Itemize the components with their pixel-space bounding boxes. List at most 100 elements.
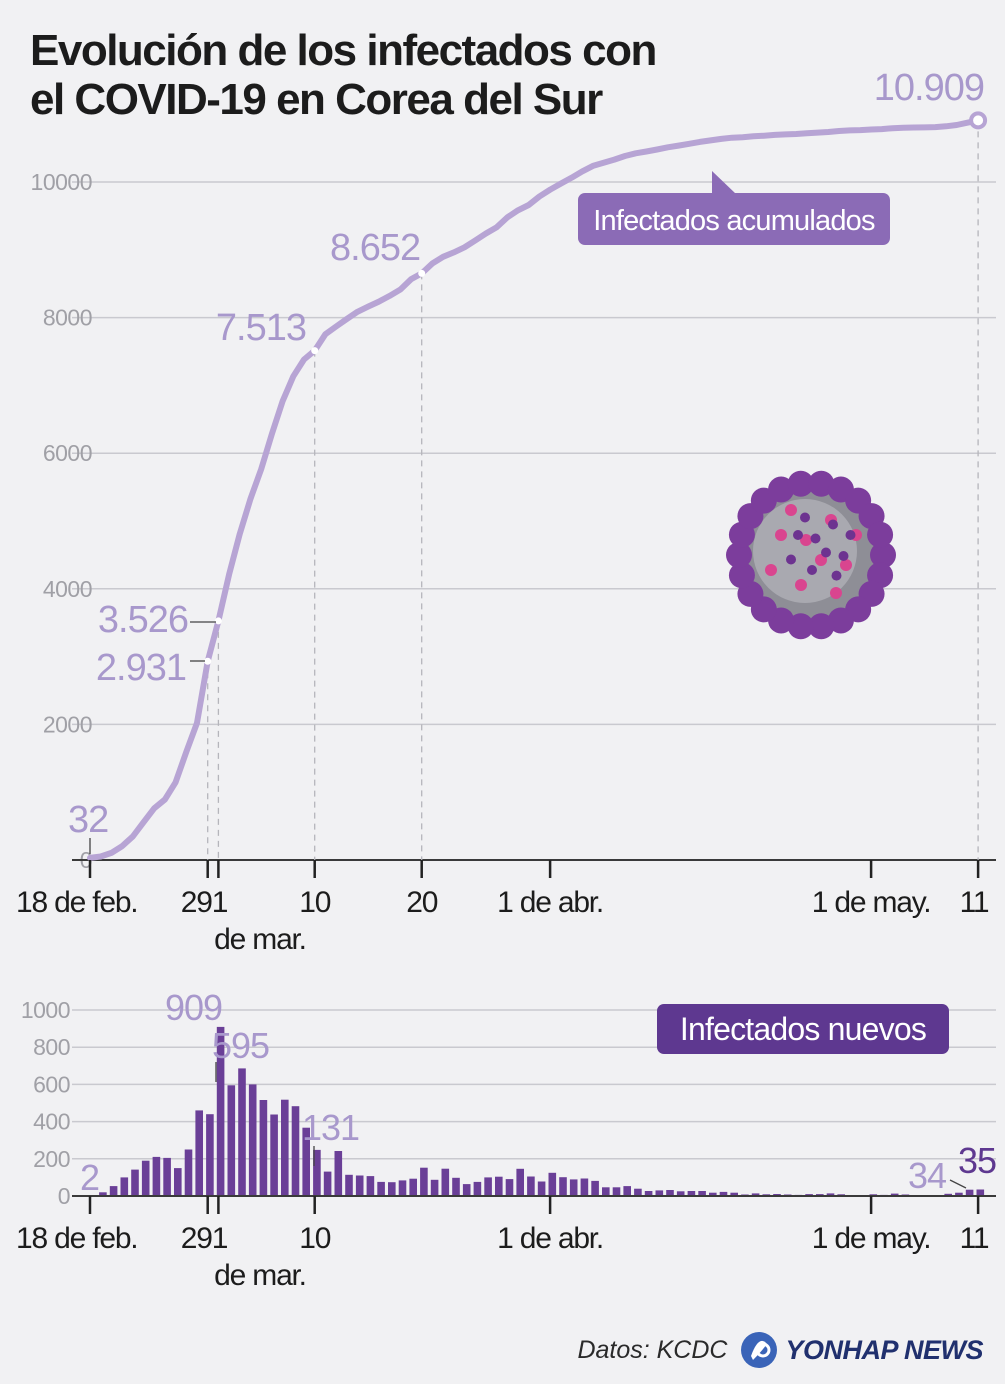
brand-name: YONHAP NEWS [785, 1334, 983, 1365]
cumulative-annotation-label: 8.652 [330, 227, 420, 269]
new-cases-bar [826, 1193, 835, 1196]
new-cases-bar [281, 1099, 289, 1196]
new-cases-bar [313, 1149, 321, 1196]
new-cases-bar [238, 1068, 246, 1196]
new-cases-bar [890, 1193, 899, 1196]
virus-protein-icon [838, 551, 849, 561]
new-cases-bar [676, 1191, 685, 1196]
virus-protein-icon [785, 504, 797, 516]
new-cases-bar [334, 1151, 343, 1196]
chart-canvas: 0 2000 4000 6000 8000 10000 32 2.931 3.526 7.513 8… [16, 67, 997, 1292]
cumulative-annotation-label: 2.931 [96, 647, 186, 689]
data-point [214, 617, 222, 625]
cumulative-x-tick-label: 1 de abr. [497, 886, 603, 919]
source-text: Datos: KCDC [577, 1335, 728, 1364]
new-cases-x-tick-label: 1 de may. [812, 1222, 931, 1255]
new-cases-bar [944, 1193, 952, 1196]
new-cases-x-tick-label: 1 [212, 1222, 228, 1255]
cumulative-x-tick-label: 29 [181, 886, 212, 919]
new-cases-bar [666, 1190, 674, 1196]
new-cases-bar [527, 1176, 535, 1196]
new-cases-bar [366, 1176, 375, 1196]
virus-spike-icon [726, 542, 752, 568]
new-cases-bar [323, 1171, 332, 1196]
virus-spike-icon [808, 613, 835, 640]
new-cases-bar [751, 1193, 760, 1196]
virus-protein-icon [831, 570, 842, 581]
cumulative-x-tick-label: 11 [960, 886, 989, 919]
data-point-last [969, 111, 988, 130]
new-cases-bar [580, 1178, 589, 1196]
virus-protein-icon [786, 554, 796, 565]
new-cases-bar [623, 1186, 631, 1196]
cumulative-x-tick-label: 18 de feb. [16, 886, 137, 919]
new-cases-bar [591, 1180, 599, 1196]
y-tick-label: 2000 [43, 711, 92, 737]
virus-protein-icon [775, 529, 787, 541]
new-cases-legend-box [657, 1004, 949, 1054]
new-cases-annotation-label: 131 [302, 1107, 359, 1148]
virus-protein-icon [793, 530, 803, 540]
new-cases-bar [152, 1156, 161, 1196]
y-tick-label: 800 [33, 1034, 70, 1060]
new-cases-annotation-label: 35 [958, 1140, 996, 1181]
cumulative-x-tick-label: 1 de may. [812, 886, 931, 919]
new-cases-bar [516, 1168, 524, 1196]
new-cases-bar [270, 1114, 278, 1196]
chart-title: Evolución de los infectados con el COVID… [30, 26, 657, 124]
y-tick-label: 1000 [21, 997, 70, 1023]
y-tick-label: 10000 [31, 169, 92, 195]
new-cases-bar [345, 1174, 353, 1196]
new-cases-x-tick-label: 10 [299, 1222, 330, 1255]
cumulative-legend-label: Infectados acumulados [593, 205, 875, 237]
new-cases-bar [730, 1192, 738, 1196]
new-cases-bar [174, 1168, 182, 1196]
chart-title-line-1: Evolución de los infectados con [30, 26, 657, 75]
virus-spike-icon [867, 521, 894, 548]
new-cases-bar [184, 1149, 193, 1196]
cumulative-annotation-label: 10.909 [874, 67, 984, 109]
new-cases-bar [495, 1176, 503, 1196]
new-cases-bar [655, 1190, 664, 1196]
new-cases-bar [227, 1085, 236, 1196]
new-cases-bar [548, 1172, 557, 1197]
cumulative-annotation-label: 7.513 [216, 307, 306, 349]
new-cases-bar [377, 1181, 385, 1196]
new-cases-annotation-label: 909 [165, 987, 222, 1028]
new-cases-bar [430, 1179, 439, 1196]
data-point [311, 347, 319, 355]
cumulative-series-line [87, 117, 982, 861]
new-cases-bar [484, 1177, 492, 1196]
new-cases-bar [420, 1167, 428, 1196]
new-cases-bar [355, 1175, 364, 1196]
data-point [204, 657, 212, 665]
new-cases-bar [462, 1184, 471, 1196]
chart-title-line-2: el COVID-19 en Corea del Sur [30, 75, 603, 124]
new-cases-bar [634, 1188, 642, 1196]
virus-spike-icon [870, 542, 896, 568]
new-cases-x-tick-label: 11 [960, 1222, 989, 1255]
cumulative-legend-pointer [712, 171, 736, 194]
new-cases-bar [141, 1160, 150, 1196]
y-tick-label: 400 [33, 1109, 70, 1135]
new-cases-bar [709, 1192, 717, 1196]
y-tick-label: 0 [58, 1183, 70, 1209]
cumulative-x-tick-label: 20 [406, 886, 437, 919]
new-cases-bar [719, 1191, 728, 1196]
new-cases-x-sublabel: de mar. [214, 1259, 306, 1292]
new-cases-bar [206, 1114, 214, 1196]
new-cases-bar [452, 1177, 460, 1196]
y-tick-label: 600 [33, 1071, 70, 1097]
data-point [418, 269, 426, 277]
new-cases-annotation-label: 595 [212, 1025, 269, 1066]
new-cases-bar [644, 1191, 653, 1196]
new-cases-bar [409, 1178, 417, 1196]
virus-protein-icon [810, 533, 821, 544]
virus-protein-icon [840, 559, 852, 571]
virus-spike-icon [768, 476, 795, 503]
new-cases-bar [687, 1191, 696, 1196]
new-cases-bar [248, 1084, 257, 1196]
yonhap-logo-icon [741, 1332, 778, 1368]
new-cases-bar [965, 1189, 974, 1196]
new-cases-bar [473, 1181, 482, 1196]
